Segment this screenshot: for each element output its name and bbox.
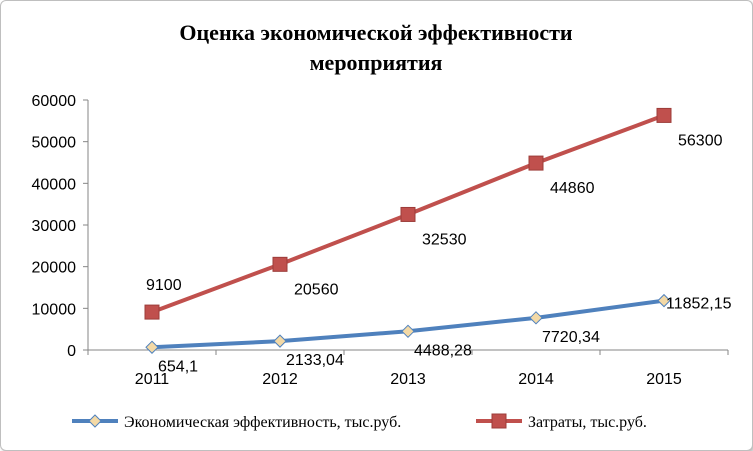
y-tick-label: 10000 — [32, 301, 77, 318]
x-tick-label: 2011 — [135, 371, 170, 388]
legend-marker — [491, 413, 507, 429]
data-labels: 654,1 2133,04 4488,28 7720,34 11852,15 9100 20… — [146, 132, 732, 375]
legend-marker — [88, 414, 102, 428]
data-label: 7720,34 — [542, 329, 600, 346]
x-tick-label: 2014 — [518, 371, 554, 388]
data-label: 2133,04 — [286, 352, 344, 369]
data-point — [145, 340, 159, 354]
data-point — [273, 334, 287, 348]
x-tick-label: 2012 — [262, 371, 298, 388]
data-label: 44860 — [550, 180, 595, 197]
data-point — [400, 206, 416, 222]
y-tick-label: 60000 — [32, 93, 77, 110]
y-tick-label: 50000 — [32, 135, 77, 152]
axes: 0 10000 20000 30000 40000 50000 60000 2011 2012 2… — [32, 93, 729, 388]
data-point — [144, 304, 160, 320]
chart-title-line1: Оценка экономической эффективности — [179, 20, 573, 45]
y-tick-label: 40000 — [32, 176, 77, 193]
data-label: 11852,15 — [666, 296, 732, 313]
data-label: 9100 — [146, 277, 182, 294]
legend-label: Экономическая эффективность, тыс.руб. — [124, 414, 401, 431]
x-tick-label: 2013 — [390, 371, 426, 388]
data-label: 654,1 — [158, 358, 198, 375]
data-label: 20560 — [294, 281, 339, 298]
data-point — [528, 155, 544, 171]
legend-label: Затраты, тыс.руб. — [528, 414, 647, 431]
y-tick-label: 30000 — [32, 218, 77, 235]
chart-title-line2: мероприятия — [310, 50, 443, 75]
data-point — [272, 256, 288, 272]
data-point — [401, 324, 415, 339]
data-label: 32530 — [422, 231, 467, 248]
data-label: 4488,28 — [414, 342, 472, 359]
data-point — [657, 293, 671, 308]
legend: Экономическая эффективность, тыс.руб. Зат… — [72, 413, 647, 431]
data-label: 56300 — [678, 132, 723, 149]
data-point — [529, 311, 543, 325]
series-layer — [144, 107, 672, 354]
y-tick-label: 0 — [67, 343, 76, 360]
data-point — [656, 107, 672, 123]
x-tick-label: 2015 — [646, 371, 682, 388]
y-tick-label: 20000 — [32, 260, 77, 277]
